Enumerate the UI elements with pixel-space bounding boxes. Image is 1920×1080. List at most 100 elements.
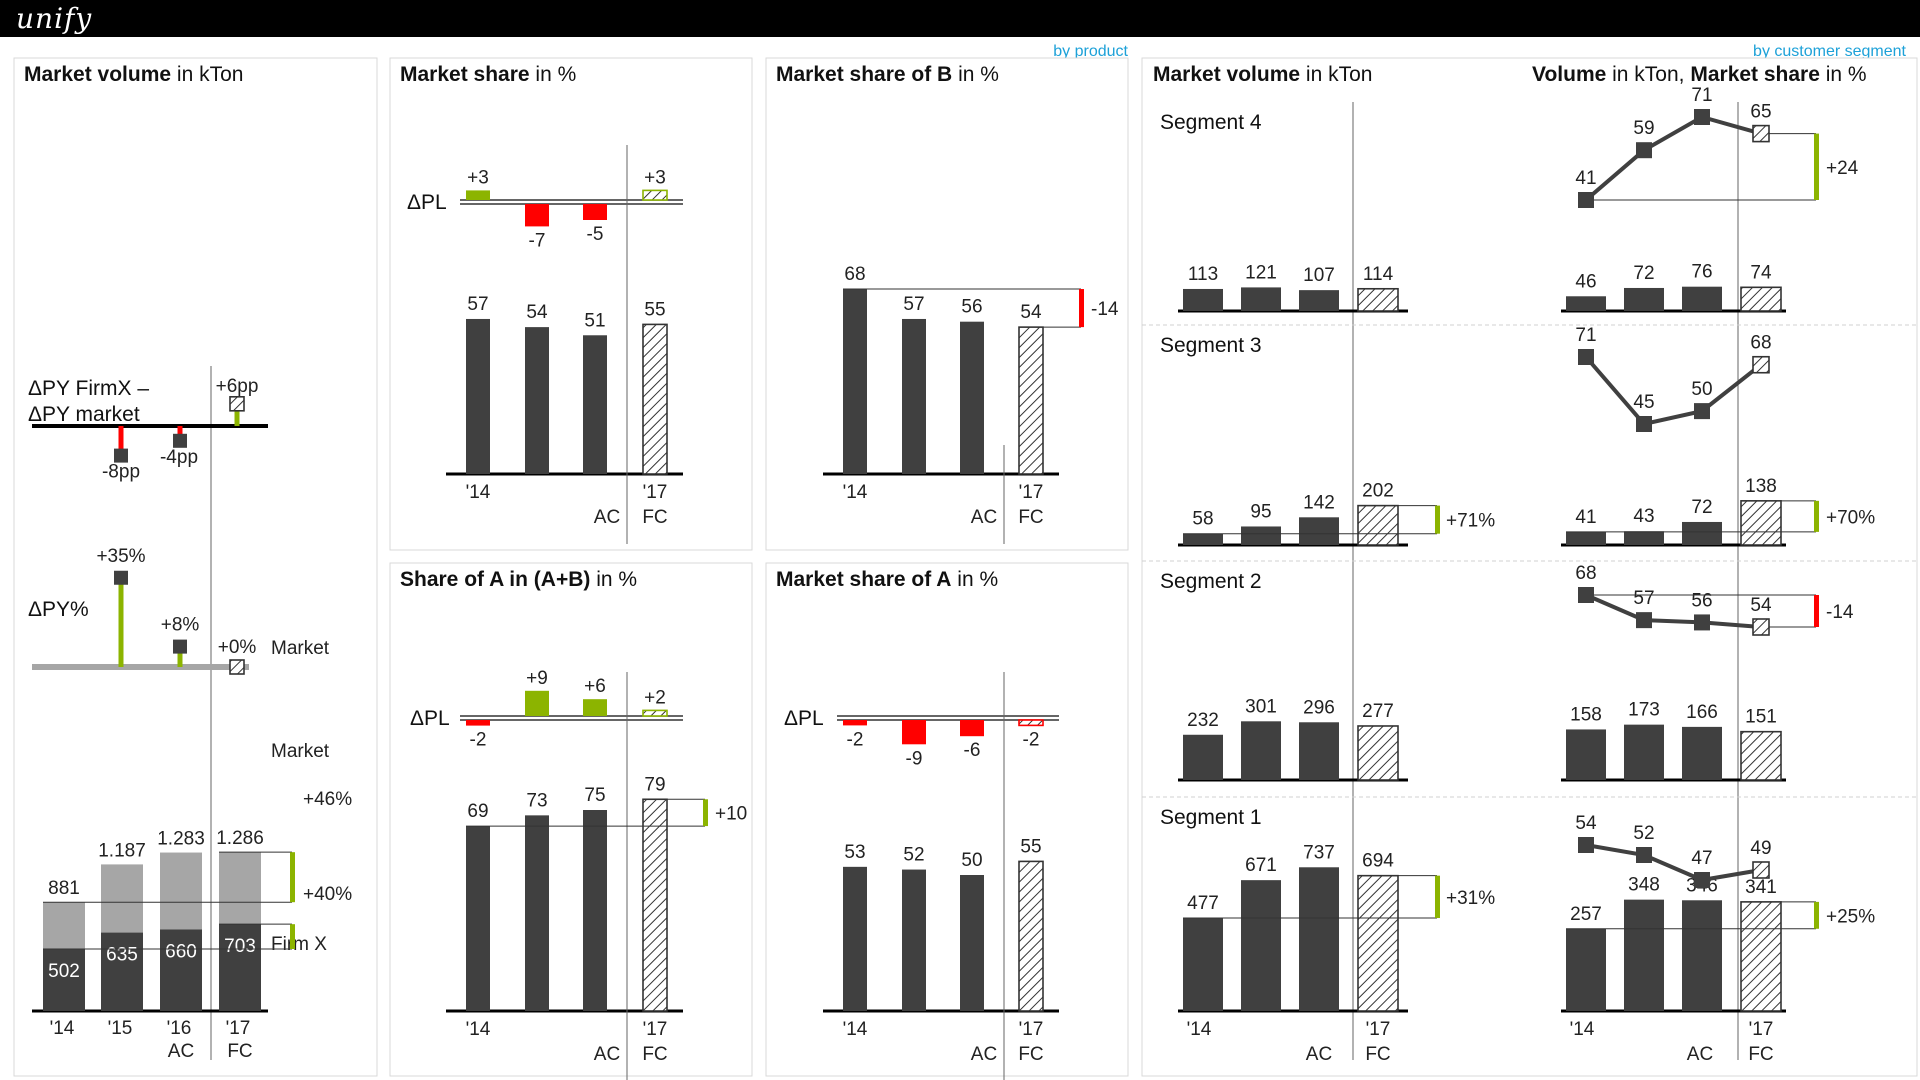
seg-volume-bar-fc bbox=[1357, 725, 1399, 781]
seg-share-marker-fc bbox=[1752, 355, 1770, 374]
ms-dpl-value-label: -7 bbox=[529, 230, 546, 251]
seg-volume-value-label: 95 bbox=[1250, 501, 1271, 522]
seg-small-value-label: 257 bbox=[1570, 904, 1602, 925]
seg-share-value-label: 71 bbox=[1575, 325, 1596, 346]
sab-dpl-bar bbox=[525, 690, 549, 716]
seg-small-variance-label: +25% bbox=[1826, 906, 1875, 927]
seg-volume-bar bbox=[1299, 722, 1339, 780]
seg-small-value-label: 72 bbox=[1633, 263, 1654, 284]
mv-market-variance-label: +46% bbox=[303, 789, 352, 810]
ms-bar bbox=[466, 318, 490, 474]
seg-volume-bar bbox=[1299, 517, 1339, 545]
msa-dpl-value-label: -6 bbox=[964, 740, 981, 761]
panel-share-a-in-ab bbox=[389, 562, 753, 1077]
seg-share-variance-label: -14 bbox=[1826, 602, 1854, 623]
seg-small-value-label: 158 bbox=[1570, 704, 1602, 725]
sab-x-tick-14: '14 bbox=[466, 1019, 491, 1040]
seg-x-tick-14: '14 bbox=[1187, 1019, 1212, 1040]
sab-dpl-bar bbox=[583, 699, 607, 716]
segment-name: Segment 4 bbox=[1160, 111, 1262, 134]
seg-small-value-label: 348 bbox=[1628, 875, 1660, 896]
seg-share-value-label: 71 bbox=[1691, 85, 1712, 106]
sab-value-label: 69 bbox=[467, 801, 488, 822]
sab-value-label: 73 bbox=[526, 790, 547, 811]
panel-market-share bbox=[389, 57, 753, 551]
seg-small-bar bbox=[1566, 296, 1606, 311]
top-bar: unify bbox=[0, 0, 1920, 37]
mv-dpy-marker bbox=[173, 639, 187, 654]
mv-market-bar bbox=[43, 902, 85, 950]
seg-small-bar bbox=[1566, 531, 1606, 545]
market-share-title: Market share in % bbox=[400, 63, 576, 86]
seg-volume-bar bbox=[1183, 734, 1223, 780]
sab-bar bbox=[466, 826, 490, 1011]
ms-value-label: 54 bbox=[526, 302, 548, 323]
mv-diff-value-label: -4pp bbox=[160, 447, 198, 468]
seg-share-marker-fc bbox=[1752, 618, 1770, 636]
ms-dpl-value-label: +3 bbox=[467, 167, 489, 188]
mv-x-tick: '16 bbox=[167, 1018, 192, 1039]
unify-logo: unify bbox=[16, 2, 93, 35]
mv-firm-value-label: 502 bbox=[48, 961, 80, 982]
seg-share-marker bbox=[1694, 403, 1710, 420]
mv-dpy-bar bbox=[177, 646, 183, 667]
ms-dpl-bar bbox=[525, 204, 549, 227]
seg-volume-bar bbox=[1241, 880, 1281, 1011]
mv-market-value-label: 1.283 bbox=[157, 829, 205, 850]
ms-dpl-label: ΔPL bbox=[407, 191, 447, 214]
seg-volume-value-label: 477 bbox=[1187, 893, 1219, 914]
mv-diff-bar bbox=[234, 403, 240, 426]
msa-bar bbox=[960, 875, 984, 1011]
seg-share-x-tick-14: '14 bbox=[1570, 1019, 1595, 1040]
msa-dpl-bar-fc bbox=[1018, 719, 1044, 727]
sab-dpl-value-label: -2 bbox=[470, 730, 487, 751]
msa-dpl-bar bbox=[902, 720, 926, 745]
seg-share-marker bbox=[1636, 416, 1652, 432]
seg-volume-value-label: 694 bbox=[1362, 851, 1394, 872]
seg-share-marker bbox=[1636, 142, 1652, 159]
msa-dpl-label: ΔPL bbox=[784, 707, 824, 730]
msb-value-label: 57 bbox=[903, 294, 924, 315]
mv-series-market-name: Market bbox=[271, 741, 330, 762]
panel-market-share-b bbox=[765, 57, 1129, 551]
mv-firm-value-label: 660 bbox=[165, 941, 197, 962]
seg-volume-bar bbox=[1183, 288, 1223, 311]
msa-value-label: 52 bbox=[903, 845, 924, 866]
seg-share-marker-fc bbox=[1752, 124, 1770, 143]
mv-firm-bar bbox=[160, 929, 202, 1011]
share-a-in-ab-title: Share of A in (A+B) in % bbox=[400, 568, 637, 591]
seg-share-marker bbox=[1694, 872, 1710, 888]
mv-diff-marker bbox=[114, 448, 128, 463]
seg-share-line bbox=[1584, 114, 1762, 202]
seg-share-marker-fc bbox=[1752, 861, 1770, 879]
sab-dpl-value-label: +9 bbox=[526, 668, 548, 689]
market-volume-title: Market volume in kTon bbox=[24, 63, 243, 86]
seg-small-bar bbox=[1682, 521, 1722, 545]
ms-x-tick-ac: AC bbox=[594, 507, 620, 528]
msa-bar-fc bbox=[1018, 860, 1044, 1012]
seg-share-value-label: 54 bbox=[1750, 595, 1772, 616]
by-product-link[interactable]: by product bbox=[1053, 43, 1128, 60]
dashboard: by product by customer segment Market volu… bbox=[0, 37, 1920, 1080]
ms-bar bbox=[583, 335, 607, 474]
seg-small-bar-fc bbox=[1740, 500, 1782, 546]
seg-volume-bar bbox=[1183, 917, 1223, 1011]
mv-market-bar bbox=[219, 852, 261, 925]
seg-share-line bbox=[1585, 843, 1762, 883]
ms-bar bbox=[525, 327, 549, 474]
segment-name: Segment 2 bbox=[1160, 570, 1262, 593]
sab-bar bbox=[583, 810, 607, 1011]
msa-dpl-value-label: -2 bbox=[1023, 729, 1040, 750]
seg-volume-value-label: 107 bbox=[1303, 265, 1335, 286]
sab-dpl-bar bbox=[466, 720, 490, 726]
seg-small-value-label: 76 bbox=[1691, 262, 1712, 283]
ms-dpl-bar bbox=[583, 204, 607, 220]
seg-share-value-label: 57 bbox=[1633, 588, 1654, 609]
ms-value-label: 55 bbox=[644, 299, 665, 320]
msb-value-label: 54 bbox=[1020, 302, 1042, 323]
volume-share-title: Volume in kTon, Market share in % bbox=[1532, 63, 1867, 86]
seg-small-value-label: 151 bbox=[1745, 707, 1777, 728]
mv-dpy-marker bbox=[114, 570, 128, 585]
by-customer-segment-link[interactable]: by customer segment bbox=[1753, 43, 1907, 60]
mv-market-value-label: 1.286 bbox=[216, 828, 264, 849]
